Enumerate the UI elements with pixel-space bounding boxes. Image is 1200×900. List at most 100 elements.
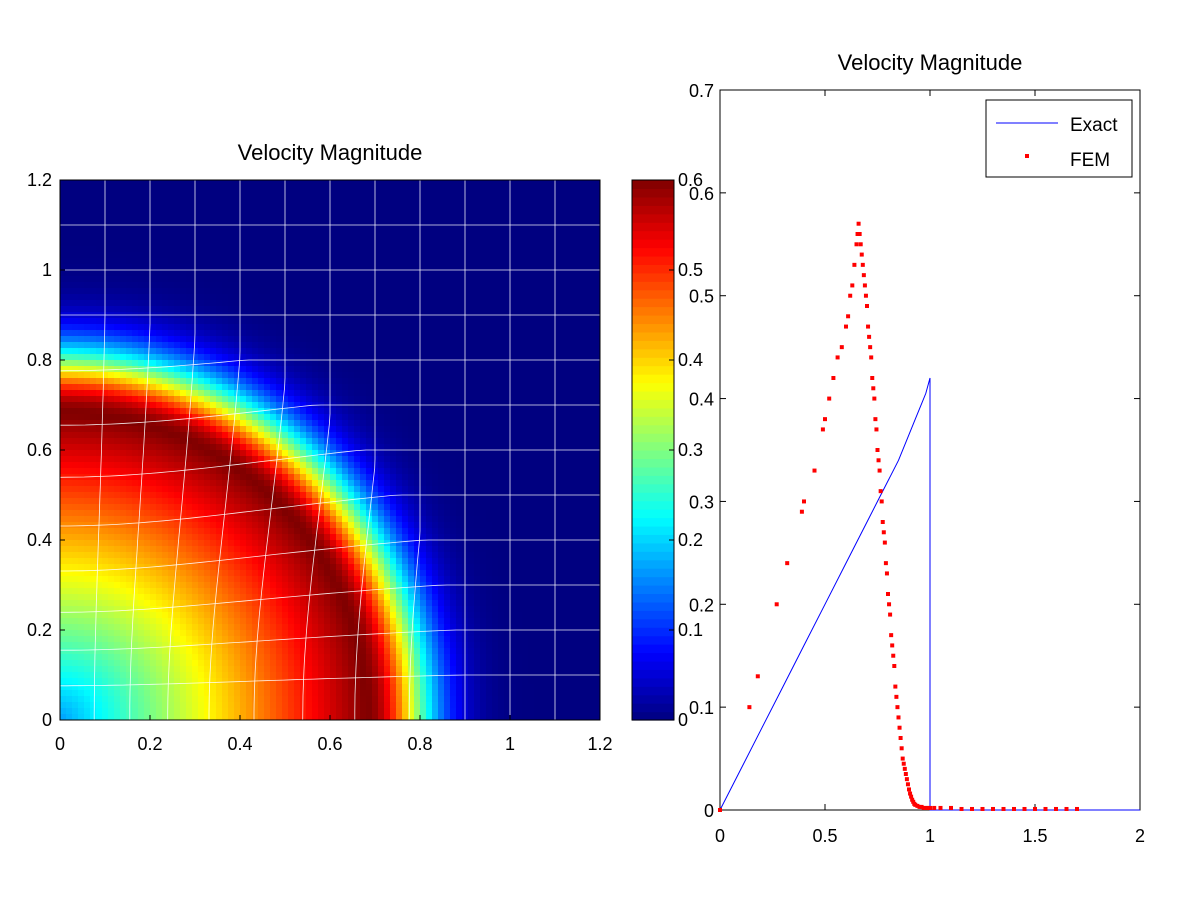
heatmap-cell	[306, 360, 313, 367]
heatmap-cell	[198, 234, 205, 241]
heatmap-cell	[240, 192, 247, 199]
heatmap-cell	[114, 540, 121, 547]
heatmap-cell	[84, 252, 91, 259]
heatmap-cell	[72, 180, 79, 187]
heatmap-cell	[198, 288, 205, 295]
heatmap-cell	[228, 564, 235, 571]
heatmap-cell	[60, 648, 67, 655]
heatmap-cell	[252, 642, 259, 649]
heatmap-cell	[96, 210, 103, 217]
heatmap-cell	[228, 282, 235, 289]
heatmap-cell	[276, 528, 283, 535]
heatmap-cell	[90, 354, 97, 361]
heatmap-cell	[252, 216, 259, 223]
heatmap-cell	[228, 276, 235, 283]
heatmap-cell	[306, 474, 313, 481]
heatmap-cell	[198, 318, 205, 325]
heatmap-cell	[342, 228, 349, 235]
heatmap-cell	[384, 480, 391, 487]
heatmap-cell	[120, 180, 127, 187]
heatmap-cell	[258, 210, 265, 217]
heatmap-cell	[366, 570, 373, 577]
heatmap-cell	[252, 198, 259, 205]
heatmap-cell	[78, 654, 85, 661]
heatmap-cell	[186, 408, 193, 415]
heatmap-cell	[228, 570, 235, 577]
heatmap-cell	[96, 204, 103, 211]
heatmap-cell	[282, 540, 289, 547]
heatmap-cell	[318, 240, 325, 247]
heatmap-cell	[246, 372, 253, 379]
heatmap-cell	[204, 546, 211, 553]
heatmap-cell	[300, 516, 307, 523]
heatmap-cell	[60, 630, 67, 637]
heatmap-cell	[384, 468, 391, 475]
heatmap-cell	[378, 192, 385, 199]
heatmap-cell	[174, 336, 181, 343]
heatmap-cell	[228, 402, 235, 409]
heatmap-cell	[348, 492, 355, 499]
heatmap-cell	[144, 228, 151, 235]
heatmap-cell	[264, 474, 271, 481]
heatmap-cell	[174, 282, 181, 289]
heatmap-cell	[372, 468, 379, 475]
heatmap-cell	[66, 372, 73, 379]
heatmap-cell	[336, 618, 343, 625]
heatmap-cell	[180, 516, 187, 523]
heatmap-cell	[72, 324, 79, 331]
heatmap-cell	[288, 468, 295, 475]
heatmap-cell	[120, 534, 127, 541]
heatmap-cell	[210, 660, 217, 667]
heatmap-cell	[120, 288, 127, 295]
heatmap-cell	[90, 408, 97, 415]
heatmap-cell	[126, 576, 133, 583]
heatmap-cell	[270, 696, 277, 703]
heatmap-cell	[234, 582, 241, 589]
heatmap-cell	[198, 492, 205, 499]
heatmap-cell	[252, 294, 259, 301]
heatmap-cell	[300, 546, 307, 553]
heatmap-cell	[366, 438, 373, 445]
heatmap-cell	[156, 402, 163, 409]
heatmap-cell	[210, 324, 217, 331]
heatmap-cell	[210, 714, 217, 721]
heatmap-cell	[126, 504, 133, 511]
heatmap-cell	[324, 432, 331, 439]
heatmap-cell	[150, 342, 157, 349]
heatmap-cell	[288, 372, 295, 379]
heatmap-cell	[162, 360, 169, 367]
heatmap-cell	[108, 504, 115, 511]
heatmap-cell	[330, 462, 337, 469]
heatmap-cell	[234, 654, 241, 661]
heatmap-cell	[378, 570, 385, 577]
heatmap-cell	[108, 198, 115, 205]
heatmap-cell	[216, 234, 223, 241]
heatmap-cell	[84, 528, 91, 535]
heatmap-cell	[240, 714, 247, 721]
heatmap-cell	[60, 228, 67, 235]
heatmap-cell	[282, 570, 289, 577]
heatmap-cell	[120, 306, 127, 313]
heatmap-cell	[120, 678, 127, 685]
heatmap-cell	[240, 342, 247, 349]
heatmap-cell	[240, 276, 247, 283]
heatmap-cell	[72, 264, 79, 271]
heatmap-cell	[144, 492, 151, 499]
heatmap-cell	[318, 462, 325, 469]
heatmap-cell	[72, 600, 79, 607]
heatmap-cell	[108, 444, 115, 451]
heatmap-cell	[192, 516, 199, 523]
heatmap-cell	[312, 552, 319, 559]
heatmap-cell	[288, 204, 295, 211]
heatmap-cell	[156, 474, 163, 481]
heatmap-cell	[294, 318, 301, 325]
heatmap-cell	[174, 450, 181, 457]
heatmap-cell	[234, 240, 241, 247]
heatmap-cell	[366, 414, 373, 421]
heatmap-cell	[114, 558, 121, 565]
heatmap-cell	[336, 390, 343, 397]
heatmap-cell	[102, 636, 109, 643]
heatmap-cell	[84, 408, 91, 415]
heatmap-cell	[102, 486, 109, 493]
heatmap-cell	[270, 588, 277, 595]
